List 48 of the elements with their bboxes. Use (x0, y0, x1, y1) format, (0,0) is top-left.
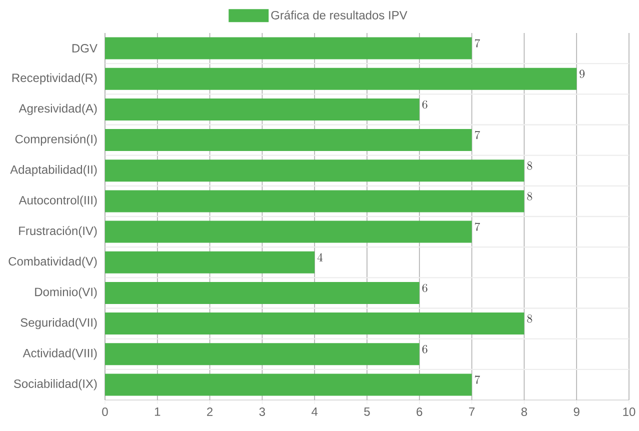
y-tick-label: Agresividad(A) (18, 104, 97, 116)
data-label: 8 (527, 162, 532, 170)
y-tick-label: Actividad(VIII) (22, 348, 97, 360)
y-tick-label: Combatividad(V) (8, 256, 97, 268)
bar (105, 160, 524, 182)
y-tick-label: Comprensión(I) (15, 134, 97, 146)
data-label: 7 (474, 39, 480, 48)
data-label: 8 (527, 192, 532, 200)
x-tick-label: 2 (207, 408, 213, 416)
data-label: 7 (474, 130, 480, 140)
data-label: 6 (422, 100, 428, 109)
bar (105, 220, 472, 243)
x-tick-label: 7 (469, 408, 475, 416)
x-tick-label: 4 (312, 408, 318, 416)
x-tick-label: 9 (574, 408, 580, 416)
y-tick-label: Adaptabilidad(II) (10, 165, 97, 176)
data-label: 9 (580, 70, 584, 78)
bar (105, 282, 420, 304)
bar (105, 374, 472, 396)
x-tick-label: 3 (259, 408, 266, 416)
y-tick-label: Dominio(VI) (35, 287, 97, 299)
y-tick-label: Autocontrol(III) (18, 196, 97, 207)
data-label: 4 (317, 253, 323, 262)
bar (105, 312, 524, 335)
bar (105, 68, 577, 90)
bar (105, 129, 472, 152)
y-tick-label: Receptividad(R) (12, 73, 97, 84)
data-label: 6 (422, 284, 428, 292)
y-tick-label: Frustración(IV) (19, 226, 97, 238)
x-tick-label: 10 (623, 408, 636, 416)
bar (105, 190, 524, 212)
x-tick-label: 5 (364, 408, 370, 416)
bar (105, 251, 315, 274)
y-tick-label: Seguridad(VII) (20, 318, 97, 330)
data-label: 7 (474, 222, 480, 231)
data-label: 6 (422, 345, 428, 354)
data-label: 8 (527, 314, 532, 323)
legend-label: Gráfica de resultados IPV (271, 10, 408, 20)
data-label: 7 (474, 375, 480, 384)
y-tick-label: DGV (72, 44, 98, 53)
bar (105, 98, 420, 120)
x-tick-label: 0 (102, 408, 108, 416)
x-tick-label: 1 (154, 408, 160, 416)
y-tick-label: Sociabilidad(IX) (14, 379, 97, 390)
x-tick-label: 8 (521, 408, 528, 416)
bar (105, 343, 420, 366)
x-tick-label: 6 (416, 408, 422, 416)
bar (105, 37, 472, 60)
